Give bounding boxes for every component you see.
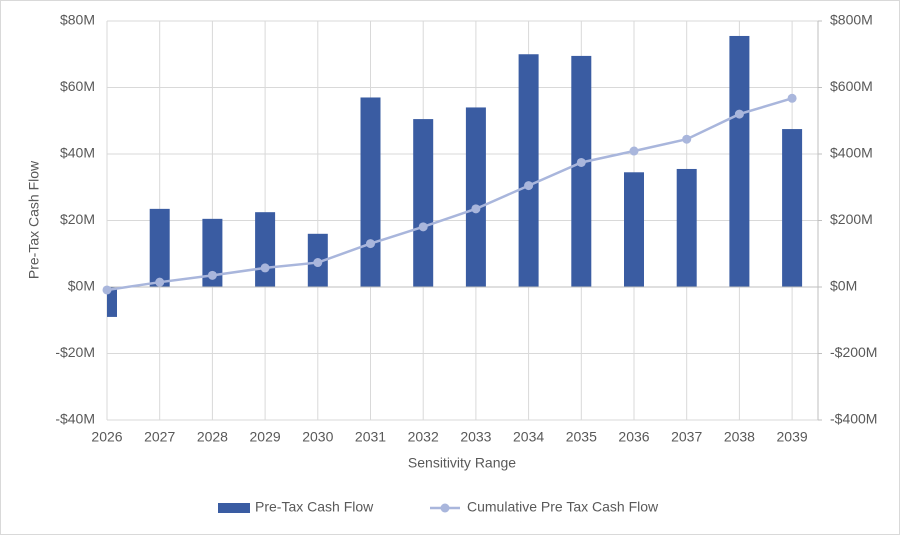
line-marker	[471, 204, 481, 214]
x-tick-label: 2026	[91, 429, 122, 445]
line-marker	[155, 277, 165, 287]
line-marker	[734, 109, 744, 119]
x-tick-label: 2031	[355, 429, 386, 445]
bar	[729, 35, 750, 288]
line-marker	[366, 239, 375, 249]
y-tick-label: $60M	[60, 78, 95, 94]
y2-tick-label: -$200M	[830, 344, 877, 360]
line-marker	[576, 157, 586, 167]
y2-tick-label: $800M	[830, 12, 873, 28]
x-tick-label: 2027	[144, 429, 175, 445]
line-marker	[313, 258, 323, 268]
bar	[413, 119, 434, 288]
line	[106, 97, 793, 292]
y2-tick-label: $0M	[830, 278, 857, 294]
y-tick-label: $40M	[60, 145, 95, 161]
y-tick-label: -$40M	[55, 411, 95, 427]
bar	[360, 97, 381, 287]
x-tick-label: 2028	[197, 429, 228, 445]
y-tick-label: -$20M	[55, 344, 95, 360]
line-marker	[629, 146, 639, 156]
x-tick-label: 2036	[618, 429, 649, 445]
legend-swatch	[218, 503, 250, 513]
bar	[465, 107, 486, 287]
line-marker	[682, 134, 692, 144]
bar	[676, 168, 697, 287]
y2-tick-label: $200M	[830, 211, 873, 227]
bar	[571, 55, 592, 287]
x-tick-label: 2029	[250, 429, 281, 445]
line-marker	[524, 181, 534, 191]
y-axis-title: Pre-Tax Cash Flow	[26, 160, 42, 279]
legend-swatch	[440, 503, 450, 513]
line-marker	[207, 270, 217, 280]
y-tick-label: $0M	[68, 278, 95, 294]
x-tick-label: 2037	[671, 429, 702, 445]
bar	[255, 212, 276, 287]
legend-label: Cumulative Pre Tax Cash Flow	[467, 499, 659, 515]
bar	[202, 218, 223, 287]
x-tick-label: 2030	[302, 429, 333, 445]
x-tick-label: 2035	[566, 429, 597, 445]
bar	[518, 54, 539, 287]
bar	[107, 287, 117, 317]
line-marker	[260, 263, 270, 273]
bar	[624, 172, 644, 287]
x-tick-label: 2033	[460, 429, 491, 445]
bar	[149, 208, 170, 287]
x-axis-title: Sensitivity Range	[408, 455, 516, 471]
bar	[782, 129, 803, 287]
y2-tick-label: -$400M	[830, 411, 877, 427]
x-tick-label: 2039	[777, 429, 808, 445]
line-marker	[787, 93, 797, 103]
y-tick-label: $80M	[60, 12, 95, 28]
y2-tick-label: $600M	[830, 78, 873, 94]
y-tick-label: $20M	[60, 211, 95, 227]
x-tick-label: 2034	[513, 429, 544, 445]
line-marker	[418, 222, 428, 232]
x-tick-label: 2038	[724, 429, 755, 445]
legend-label: Pre-Tax Cash Flow	[255, 499, 374, 515]
x-tick-label: 2032	[408, 429, 439, 445]
y2-tick-label: $400M	[830, 145, 873, 161]
line-marker	[102, 285, 112, 295]
